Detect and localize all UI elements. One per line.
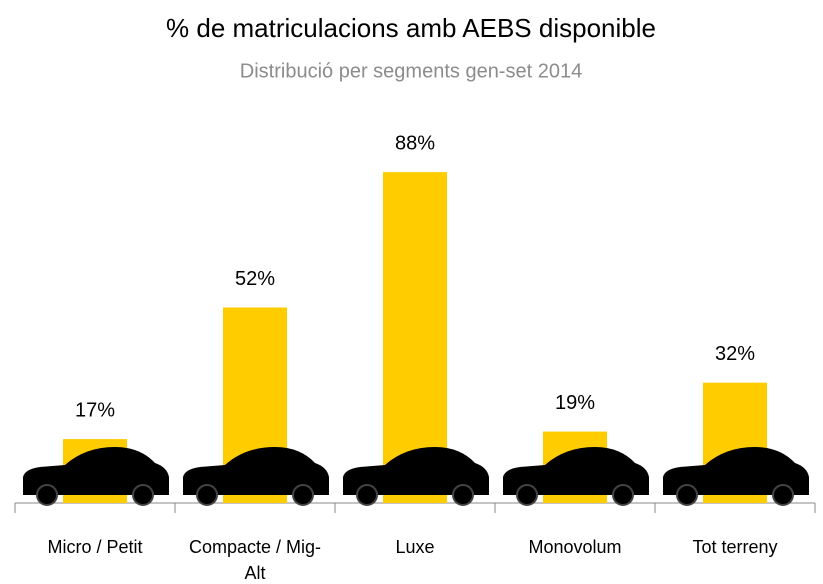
value-label: 32% <box>715 343 755 365</box>
car-icon <box>343 447 489 506</box>
value-label: 17% <box>75 399 115 421</box>
car-part <box>196 484 218 506</box>
car-part <box>516 484 538 506</box>
car-part <box>612 484 634 506</box>
car-part <box>676 484 698 506</box>
car-part <box>36 484 58 506</box>
car-icon <box>183 447 329 506</box>
car-part <box>132 484 154 506</box>
x-tick-label: Luxe <box>395 537 435 557</box>
car-part <box>343 447 489 495</box>
car-part <box>663 447 809 495</box>
x-tick-label: Monovolum <box>528 537 622 557</box>
x-tick-label: Compacte / Mig-Alt <box>188 537 322 583</box>
value-label: 52% <box>235 268 275 290</box>
car-icon <box>23 447 169 506</box>
car-part <box>183 447 329 495</box>
x-tick-label: Tot terreny <box>692 537 778 557</box>
car-icon <box>503 447 649 506</box>
value-label: 19% <box>555 392 595 414</box>
value-label: 88% <box>395 132 435 154</box>
chart-title: % de matriculacions amb AEBS disponible <box>166 13 656 43</box>
car-part <box>23 447 169 495</box>
car-icon <box>663 447 809 506</box>
car-part <box>292 484 314 506</box>
chart-subtitle: Distribució per segments gen-set 2014 <box>240 60 582 82</box>
car-part <box>356 484 378 506</box>
car-part <box>452 484 474 506</box>
x-tick-label: Micro / Petit <box>47 537 143 557</box>
car-part <box>503 447 649 495</box>
car-part <box>772 484 794 506</box>
